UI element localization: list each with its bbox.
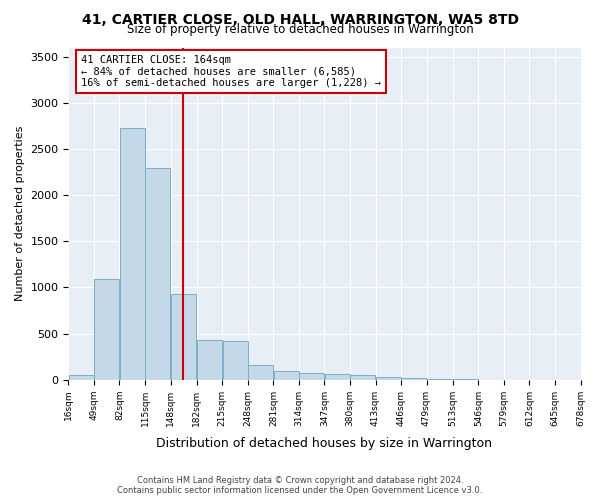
Text: 41 CARTIER CLOSE: 164sqm
← 84% of detached houses are smaller (6,585)
16% of sem: 41 CARTIER CLOSE: 164sqm ← 84% of detach… [81, 55, 381, 88]
Bar [68, 375, 94, 380]
Bar [350, 375, 376, 380]
Bar [299, 373, 324, 380]
Bar [248, 364, 273, 380]
Bar [119, 128, 145, 380]
Text: Size of property relative to detached houses in Warrington: Size of property relative to detached ho… [127, 22, 473, 36]
Text: 41, CARTIER CLOSE, OLD HALL, WARRINGTON, WA5 8TD: 41, CARTIER CLOSE, OLD HALL, WARRINGTON,… [82, 12, 518, 26]
Bar [325, 374, 350, 380]
Bar [401, 378, 427, 380]
X-axis label: Distribution of detached houses by size in Warrington: Distribution of detached houses by size … [157, 437, 493, 450]
Bar [94, 279, 119, 380]
Bar [197, 340, 222, 380]
Y-axis label: Number of detached properties: Number of detached properties [15, 126, 25, 302]
Bar [223, 340, 248, 380]
Bar [171, 294, 196, 380]
Bar [427, 379, 452, 380]
Bar [274, 370, 299, 380]
Bar [145, 168, 170, 380]
Bar [376, 376, 401, 380]
Text: Contains HM Land Registry data © Crown copyright and database right 2024.
Contai: Contains HM Land Registry data © Crown c… [118, 476, 482, 495]
